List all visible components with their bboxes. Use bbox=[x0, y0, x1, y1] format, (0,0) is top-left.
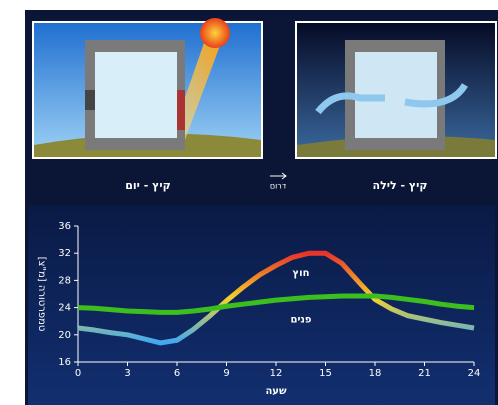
x-tick-label: 12 bbox=[270, 368, 283, 379]
night-panel bbox=[295, 21, 497, 159]
y-tick-label: 16 bbox=[58, 357, 71, 368]
y-tick-label: 36 bbox=[58, 221, 71, 232]
x-tick-label: 18 bbox=[369, 368, 382, 379]
panel-caption: קיץ - יום bbox=[125, 179, 171, 192]
x-tick-label: 9 bbox=[223, 368, 229, 379]
x-axis-label: שעה bbox=[265, 386, 287, 397]
panel-caption: קיץ - לילה bbox=[373, 179, 428, 192]
x-tick-label: 6 bbox=[174, 368, 180, 379]
y-tick-label: 28 bbox=[58, 275, 71, 286]
x-tick-label: 3 bbox=[124, 368, 130, 379]
y-tick-label: 32 bbox=[58, 248, 71, 259]
x-tick-label: 0 bbox=[75, 368, 81, 379]
series-line bbox=[77, 250, 475, 346]
compass-label: דרום bbox=[270, 182, 287, 191]
series-line bbox=[77, 293, 475, 315]
x-tick-label: 24 bbox=[468, 368, 481, 379]
chart-background bbox=[28, 205, 495, 405]
y-axis-label: טמפרטורה [מ"צ] bbox=[36, 257, 47, 332]
x-tick-label: 21 bbox=[418, 368, 431, 379]
series-label: פנים bbox=[290, 314, 311, 325]
series-label: חוץ bbox=[293, 268, 310, 279]
x-tick-label: 15 bbox=[319, 368, 332, 379]
y-tick-label: 20 bbox=[58, 330, 71, 341]
compass-arrow bbox=[270, 172, 287, 180]
day-panel bbox=[32, 18, 263, 159]
y-tick-label: 24 bbox=[58, 303, 71, 314]
